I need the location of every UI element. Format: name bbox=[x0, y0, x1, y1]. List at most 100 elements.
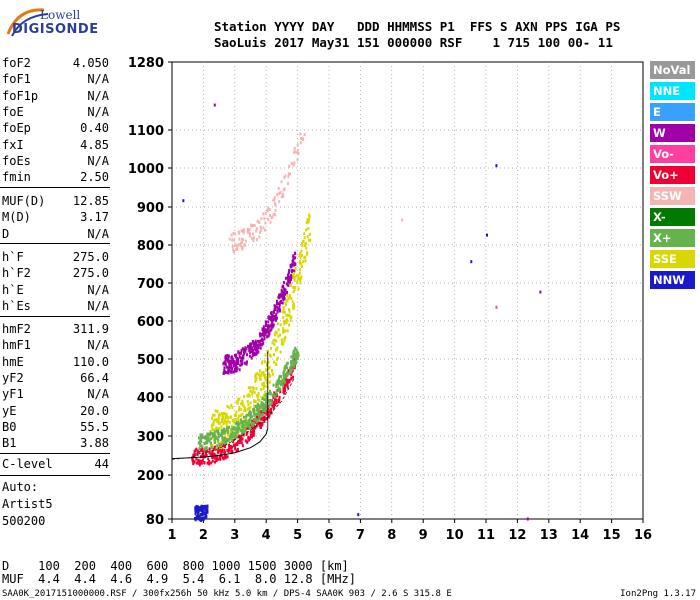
trace-point bbox=[236, 430, 239, 434]
trace-point bbox=[285, 383, 288, 387]
trace-point bbox=[255, 351, 258, 355]
param-separator bbox=[0, 316, 110, 317]
x-tick-label: 14 bbox=[571, 528, 589, 543]
trace-point bbox=[266, 394, 269, 398]
trace-point bbox=[225, 416, 228, 420]
trace-point bbox=[267, 316, 270, 320]
trace-point bbox=[217, 429, 220, 433]
trace-point bbox=[306, 235, 309, 239]
trace-point bbox=[281, 339, 284, 343]
trace-point bbox=[283, 310, 286, 314]
trace-point bbox=[273, 195, 276, 199]
trace-point bbox=[233, 238, 236, 242]
trace-point bbox=[304, 255, 307, 259]
trace-point bbox=[249, 386, 252, 390]
trace-point bbox=[240, 402, 243, 406]
trace-point bbox=[269, 354, 272, 358]
isolated-point bbox=[213, 103, 216, 107]
param-name: M(D) bbox=[2, 210, 31, 225]
trace-point bbox=[241, 444, 244, 448]
trace-point bbox=[264, 416, 267, 420]
trace-point bbox=[236, 427, 239, 431]
trace-point bbox=[218, 454, 221, 458]
trace-point bbox=[258, 404, 261, 408]
param-name: foEp bbox=[2, 121, 31, 136]
trace-point bbox=[221, 437, 224, 441]
trace-point bbox=[277, 386, 280, 390]
trace-point bbox=[214, 440, 217, 444]
legend-item: Vo+ bbox=[650, 166, 695, 184]
legend-item: NNW bbox=[650, 271, 695, 289]
trace-point bbox=[197, 458, 200, 462]
trace-point bbox=[267, 326, 270, 330]
trace-point bbox=[275, 385, 278, 389]
trace-point bbox=[299, 278, 302, 282]
trace-point bbox=[197, 508, 200, 512]
x-tick-label: 13 bbox=[540, 528, 558, 543]
param-row: h`E N/A bbox=[2, 283, 109, 298]
trace-point bbox=[194, 506, 197, 510]
trace-point bbox=[239, 428, 242, 432]
trace-point bbox=[266, 206, 269, 210]
trace-point bbox=[288, 380, 291, 384]
trace-point bbox=[248, 407, 251, 411]
param-row: B0 55.5 bbox=[2, 420, 109, 435]
trace-point bbox=[300, 249, 303, 253]
trace-point bbox=[227, 416, 230, 420]
param-value: N/A bbox=[87, 338, 109, 353]
trace-point bbox=[238, 422, 241, 426]
trace-point bbox=[223, 366, 226, 370]
trace-point bbox=[263, 419, 266, 423]
trace-point bbox=[232, 443, 235, 447]
trace-point bbox=[289, 370, 292, 374]
trace-point bbox=[261, 343, 264, 347]
param-name: h`F2 bbox=[2, 266, 31, 281]
trace-point bbox=[300, 137, 303, 141]
trace-point bbox=[230, 359, 233, 363]
y-tick-label: 1000 bbox=[128, 162, 164, 177]
trace-point bbox=[243, 406, 246, 410]
electron-density-profile bbox=[171, 428, 269, 460]
param-row: h`F2 275.0 bbox=[2, 266, 109, 281]
trace-point bbox=[207, 457, 210, 461]
trace-point bbox=[233, 243, 236, 247]
trace-point bbox=[292, 307, 295, 311]
trace-point bbox=[206, 441, 209, 445]
trace-point bbox=[236, 357, 239, 361]
trace-point bbox=[300, 253, 303, 257]
trace-point bbox=[234, 355, 237, 359]
trace-point bbox=[277, 400, 280, 404]
trace-point bbox=[223, 368, 226, 372]
trace-point bbox=[267, 217, 270, 221]
trace-point bbox=[245, 426, 248, 430]
trace-point bbox=[293, 262, 296, 266]
x-tick-label: 4 bbox=[262, 528, 271, 543]
trace-point bbox=[286, 273, 289, 277]
trace-point bbox=[241, 358, 244, 362]
trace-point bbox=[261, 361, 264, 365]
trace-point bbox=[249, 435, 252, 439]
trace-point bbox=[286, 380, 289, 384]
trace-point bbox=[283, 369, 286, 373]
trace-point bbox=[247, 413, 250, 417]
trace-point bbox=[259, 334, 262, 338]
trace-point bbox=[212, 452, 215, 456]
trace-point bbox=[222, 422, 225, 426]
trace-point bbox=[242, 424, 245, 428]
trace-point bbox=[289, 365, 292, 369]
trace-point bbox=[281, 383, 284, 387]
trace-point bbox=[266, 335, 269, 339]
trace-point bbox=[260, 371, 263, 375]
trace-point bbox=[238, 368, 241, 372]
trace-point bbox=[221, 418, 224, 422]
trace-point bbox=[249, 433, 252, 437]
trace-point bbox=[205, 515, 208, 519]
trace-point bbox=[294, 361, 297, 365]
trace-point bbox=[262, 226, 265, 230]
trace-point bbox=[253, 410, 256, 414]
trace-point bbox=[271, 314, 274, 318]
trace-point bbox=[302, 240, 305, 244]
isolated-point bbox=[357, 513, 360, 517]
trace-point bbox=[288, 323, 291, 327]
trace-point bbox=[238, 405, 241, 409]
